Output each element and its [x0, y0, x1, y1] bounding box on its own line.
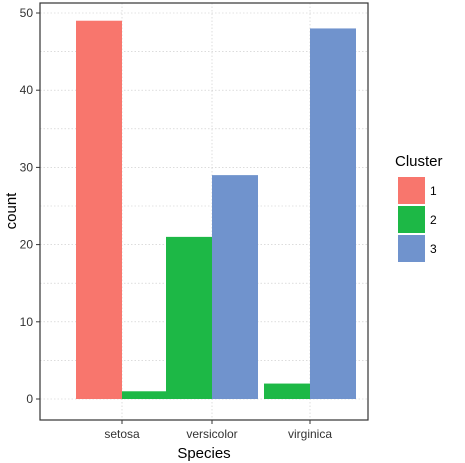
legend-key-1	[398, 177, 425, 204]
legend: Cluster 1 2 3	[395, 153, 443, 262]
y-tick-label: 40	[20, 83, 34, 97]
bar-setosa-cluster-1	[76, 20, 122, 399]
y-axis-ticks: 0 10 20 30 40 50	[20, 6, 40, 406]
plot-border	[39, 2, 369, 421]
y-axis-title: count	[3, 192, 20, 230]
bar-versicolor-cluster-3	[212, 175, 258, 399]
legend-label-2: 2	[430, 213, 437, 227]
bar-virginica-cluster-2	[264, 383, 310, 399]
bar-virginica-cluster-3	[310, 28, 356, 399]
y-tick-label: 20	[20, 238, 34, 252]
x-tick-label: virginica	[288, 427, 332, 441]
legend-items: 1 2 3	[398, 177, 437, 262]
legend-label-1: 1	[430, 184, 437, 198]
bar-group	[76, 20, 356, 399]
legend-title: Cluster	[395, 153, 443, 170]
legend-label-3: 3	[430, 242, 437, 256]
y-tick-label: 30	[20, 160, 34, 174]
bar-setosa-cluster-2	[122, 391, 168, 399]
plot-panel	[39, 2, 369, 421]
bar-versicolor-cluster-2	[166, 236, 212, 399]
legend-key-2	[398, 206, 425, 233]
legend-key-3	[398, 235, 425, 262]
x-tick-label: setosa	[104, 427, 140, 441]
y-tick-label: 10	[20, 315, 34, 329]
y-tick-label: 50	[20, 6, 34, 20]
x-tick-label: versicolor	[186, 427, 237, 441]
y-tick-label: 0	[26, 392, 33, 406]
x-axis-ticks: setosa versicolor virginica	[104, 420, 332, 441]
x-axis-title: Species	[177, 445, 230, 462]
